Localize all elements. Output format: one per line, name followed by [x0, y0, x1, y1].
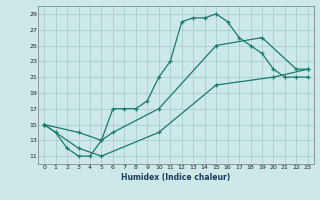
- X-axis label: Humidex (Indice chaleur): Humidex (Indice chaleur): [121, 173, 231, 182]
